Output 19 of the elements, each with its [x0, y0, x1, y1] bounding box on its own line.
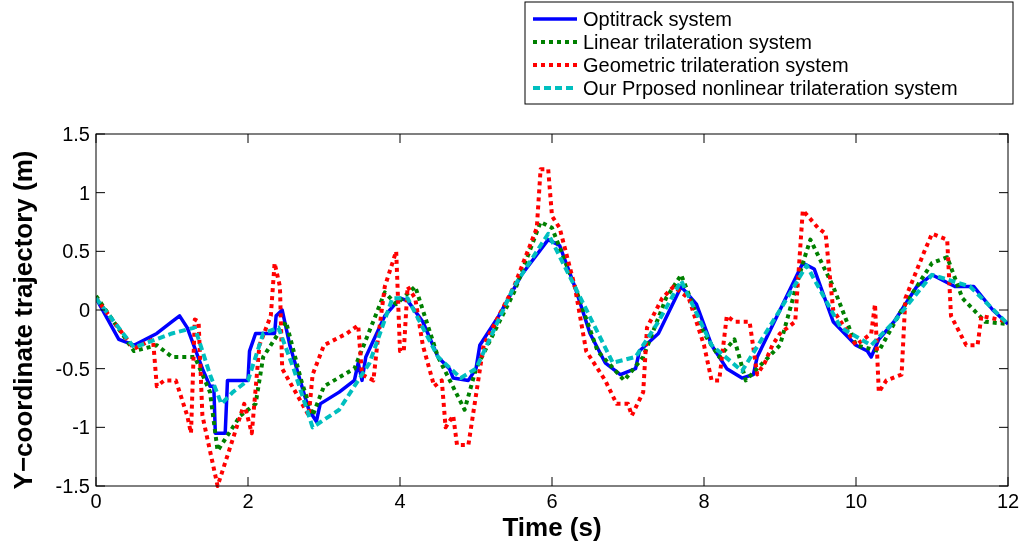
legend-label: Linear trilateration system — [583, 31, 812, 53]
x-tick-label: 6 — [546, 490, 558, 512]
y-tick-label: -1 — [72, 416, 90, 439]
y-tick-label: 0.5 — [62, 240, 90, 263]
x-tick-label: 4 — [394, 490, 406, 512]
y-tick-label: 1.5 — [62, 123, 90, 145]
x-tick-label: 8 — [698, 490, 710, 512]
legend-label: Our Prposed nonlinear trilateration system — [583, 77, 958, 99]
legend-label: Geometric trilateration system — [583, 54, 849, 76]
x-tick-label: 10 — [844, 490, 868, 512]
y-tick-label: 0 — [78, 299, 90, 321]
legend-label: Optitrack system — [583, 8, 732, 30]
y-tick-label: -0.5 — [55, 357, 90, 380]
y-tick-label: -1.5 — [55, 475, 90, 497]
x-axis-title: Time (s) — [502, 512, 602, 542]
x-tick-label: 12 — [996, 490, 1020, 512]
y-tick-label: 1 — [78, 181, 90, 204]
y-axis-title: Y−coordinate trajectory (m) — [8, 150, 38, 490]
x-tick-label: 2 — [242, 490, 254, 512]
